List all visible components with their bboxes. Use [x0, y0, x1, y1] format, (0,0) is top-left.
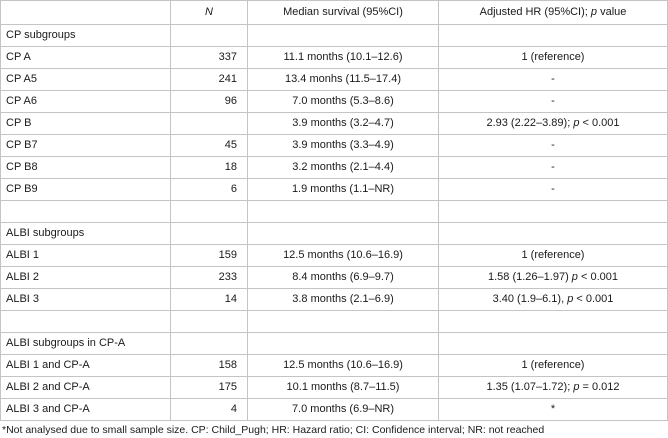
row-label: ALBI 2 and CP-A — [0, 376, 171, 399]
empty-cell — [247, 24, 439, 47]
row-n — [170, 112, 248, 135]
header-median: Median survival (95%CI) — [247, 0, 439, 25]
row-adjusted-hr: 1 (reference) — [438, 46, 668, 69]
table-row: ALBI 2 and CP-A 175 10.1 months (8.7–11.5)… — [0, 376, 668, 399]
header-row: N Median survival (95%CI) Adjusted HR (9… — [0, 0, 668, 25]
row-n: 233 — [170, 266, 248, 289]
row-median-survival: 11.1 months (10.1–12.6) — [247, 46, 439, 69]
table-row: ALBI 1 and CP-A 158 12.5 months (10.6–16.9… — [0, 354, 668, 377]
row-median-survival: 10.1 months (8.7–11.5) — [247, 376, 439, 399]
row-label: CP A5 — [0, 68, 171, 91]
empty-cell — [170, 222, 248, 245]
row-label: ALBI 3 and CP-A — [0, 398, 171, 421]
row-adjusted-hr: * — [438, 398, 668, 421]
row-median-survival: 3.9 months (3.2–4.7) — [247, 112, 439, 135]
section-title: ALBI subgroups — [0, 222, 171, 245]
table-row: ALBI 2 233 8.4 months (6.9–9.7) 1.58 (1.26–… — [0, 266, 668, 289]
table-row: ALBI 3 and CP-A 4 7.0 months (6.9–NR) * — [0, 398, 668, 421]
survival-table: N Median survival (95%CI) Adjusted HR (9… — [0, 0, 668, 421]
table-row: CP A5 241 13.4 monhs (11.5–17.4) - — [0, 68, 668, 91]
section-header-row: ALBI subgroups — [0, 222, 668, 245]
row-label: ALBI 3 — [0, 288, 171, 311]
empty-cell — [170, 310, 248, 333]
empty-cell — [0, 200, 171, 223]
section-header-row: ALBI subgroups in CP-A — [0, 332, 668, 355]
row-adjusted-hr: - — [438, 68, 668, 91]
row-n: 337 — [170, 46, 248, 69]
header-hr: Adjusted HR (95%CI); p value — [438, 0, 668, 25]
row-adjusted-hr: - — [438, 90, 668, 113]
row-adjusted-hr: 1 (reference) — [438, 354, 668, 377]
row-label: ALBI 1 and CP-A — [0, 354, 171, 377]
section-title: ALBI subgroups in CP-A — [0, 332, 171, 355]
header-n: N — [170, 0, 248, 25]
table-row: ALBI 3 14 3.8 months (2.1–6.9) 3.40 (1.9–6.… — [0, 288, 668, 311]
empty-cell — [170, 24, 248, 47]
row-adjusted-hr: 1.58 (1.26–1.97) p < 0.001 — [438, 266, 668, 289]
row-n: 45 — [170, 134, 248, 157]
row-adjusted-hr: 2.93 (2.22–3.89); p < 0.001 — [438, 112, 668, 135]
empty-cell — [438, 310, 668, 333]
table-row: CP A 337 11.1 months (10.1–12.6) 1 (referen… — [0, 46, 668, 69]
table-row: CP B8 18 3.2 months (2.1–4.4) - — [0, 156, 668, 179]
row-median-survival: 3.2 months (2.1–4.4) — [247, 156, 439, 179]
row-n: 96 — [170, 90, 248, 113]
row-label: CP A6 — [0, 90, 171, 113]
row-adjusted-hr: - — [438, 178, 668, 201]
row-n: 14 — [170, 288, 248, 311]
row-label: CP B9 — [0, 178, 171, 201]
row-median-survival: 12.5 months (10.6–16.9) — [247, 354, 439, 377]
row-n: 159 — [170, 244, 248, 267]
table-row: CP B9 6 1.9 months (1.1–NR) - — [0, 178, 668, 201]
spacer-row — [0, 310, 668, 333]
row-adjusted-hr: 3.40 (1.9–6.1), p < 0.001 — [438, 288, 668, 311]
empty-cell — [170, 200, 248, 223]
row-median-survival: 12.5 months (10.6–16.9) — [247, 244, 439, 267]
table-row: CP A6 96 7.0 months (5.3–8.6) - — [0, 90, 668, 113]
row-label: CP B8 — [0, 156, 171, 179]
row-adjusted-hr: - — [438, 134, 668, 157]
empty-cell — [0, 310, 171, 333]
row-n: 4 — [170, 398, 248, 421]
row-adjusted-hr: 1 (reference) — [438, 244, 668, 267]
row-label: ALBI 1 — [0, 244, 171, 267]
row-label: CP A — [0, 46, 171, 69]
section-title: CP subgroups — [0, 24, 171, 47]
row-label: CP B7 — [0, 134, 171, 157]
empty-cell — [438, 200, 668, 223]
row-label: CP B — [0, 112, 171, 135]
row-n: 18 — [170, 156, 248, 179]
table-row: ALBI 1 159 12.5 months (10.6–16.9) 1 (refer… — [0, 244, 668, 267]
row-label: ALBI 2 — [0, 266, 171, 289]
empty-cell — [438, 24, 668, 47]
row-median-survival: 3.9 months (3.3–4.9) — [247, 134, 439, 157]
empty-cell — [438, 332, 668, 355]
empty-cell — [247, 222, 439, 245]
row-n: 6 — [170, 178, 248, 201]
header-label — [0, 0, 171, 25]
row-median-survival: 8.4 months (6.9–9.7) — [247, 266, 439, 289]
empty-cell — [170, 332, 248, 355]
empty-cell — [247, 200, 439, 223]
footnote: *Not analysed due to small sample size. … — [2, 424, 545, 436]
section-header-row: CP subgroups — [0, 24, 668, 47]
row-adjusted-hr: 1.35 (1.07–1.72); p = 0.012 — [438, 376, 668, 399]
row-n: 241 — [170, 68, 248, 91]
table-row: CP B7 45 3.9 months (3.3–4.9) - — [0, 134, 668, 157]
empty-cell — [247, 332, 439, 355]
row-median-survival: 3.8 months (2.1–6.9) — [247, 288, 439, 311]
row-median-survival: 1.9 months (1.1–NR) — [247, 178, 439, 201]
row-median-survival: 7.0 months (5.3–8.6) — [247, 90, 439, 113]
row-n: 175 — [170, 376, 248, 399]
row-median-survival: 7.0 months (6.9–NR) — [247, 398, 439, 421]
empty-cell — [438, 222, 668, 245]
table-body: CP subgroups CP A 337 11.1 months (10.1–12.… — [0, 24, 668, 421]
table-row: CP B 3.9 months (3.2–4.7) 2.93 (2.22–3.89)… — [0, 112, 668, 135]
row-n: 158 — [170, 354, 248, 377]
row-median-survival: 13.4 monhs (11.5–17.4) — [247, 68, 439, 91]
spacer-row — [0, 200, 668, 223]
row-adjusted-hr: - — [438, 156, 668, 179]
empty-cell — [247, 310, 439, 333]
